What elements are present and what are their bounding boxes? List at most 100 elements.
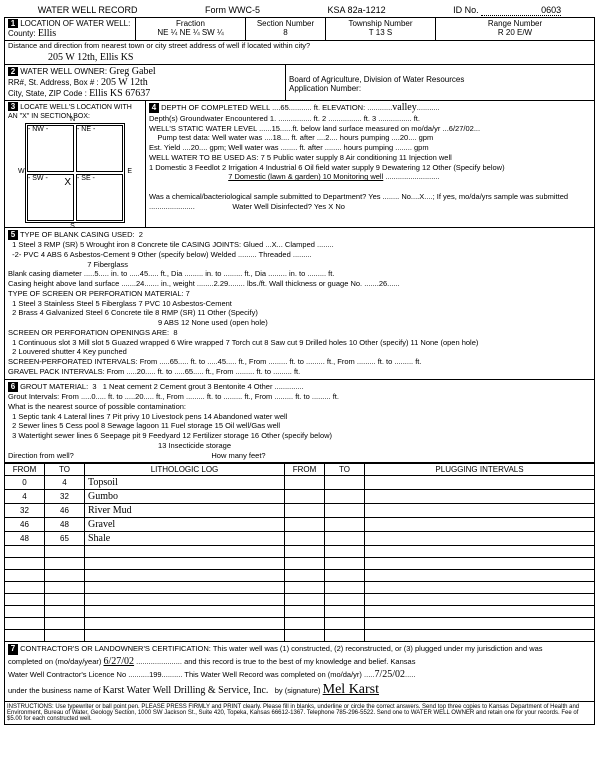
table-row: [5, 558, 595, 570]
table-row: 4648Gravel: [5, 518, 595, 532]
open-opts-1: 1 Continuous slot 3 Mill slot 5 Guazed w…: [12, 338, 478, 347]
weight-val: 2.29: [214, 279, 229, 288]
open-val: 8: [173, 328, 177, 337]
col-litho: LITHOLOGIC LOG: [85, 464, 285, 476]
app-label: Application Number:: [289, 84, 361, 93]
perf-to: 45: [218, 357, 226, 366]
static-val: 15: [272, 124, 280, 133]
screen-val: 7: [186, 289, 190, 298]
table-row: 4865Shale: [5, 532, 595, 546]
height-val: 24: [136, 279, 144, 288]
sig-label: by (signature): [275, 686, 321, 695]
county-val: Ellis: [38, 28, 56, 39]
form-no: Form WWC-5: [205, 5, 260, 16]
addr-label: Distance and direction from nearest town…: [8, 41, 310, 50]
depth-val: 65: [280, 103, 288, 112]
table-row: 432Gumbo: [5, 490, 595, 504]
owner-label: WATER WELL OWNER:: [20, 67, 107, 76]
col-to-2: TO: [325, 464, 365, 476]
col-from: FROM: [5, 464, 45, 476]
bus-val: Karst Water Well Drilling & Service, Inc…: [103, 685, 269, 696]
grout-int-to: 20: [135, 392, 143, 401]
contam-label: What is the nearest source of possible c…: [8, 402, 186, 411]
form-header: WATER WELL RECORD Form WWC-5 KSA 82a-121…: [4, 4, 595, 17]
addr-val: 205 W 12th, Ellis KS: [48, 52, 133, 63]
casing-val: 2: [139, 230, 143, 239]
diam-to: in. to: [111, 269, 127, 278]
bus-label: under the business name of: [8, 686, 101, 695]
table-row: [5, 594, 595, 606]
grout-label: GROUT MATERIAL:: [20, 382, 88, 391]
table-row: 3246River Mud: [5, 504, 595, 518]
casing-opts-3: 7 Fiberglass: [87, 260, 128, 269]
gauge-val: .26: [377, 279, 387, 288]
contam-opts-1: 1 Septic tank 4 Lateral lines 7 Pit priv…: [12, 412, 287, 421]
open-opts-2: 2 Louvered shutter 4 Key punched: [12, 347, 127, 356]
col-plug: PLUGGING INTERVALS: [365, 464, 595, 476]
elev-label: ft. ELEVATION:: [314, 103, 365, 112]
section-val: 8: [283, 28, 287, 37]
owner-name: Greg Gabel: [109, 66, 155, 77]
uses-2: 1 Domestic 3 Feedlot 2 Irrigation 4 Indu…: [149, 163, 505, 172]
owner-city-label: City, State, ZIP Code: [8, 89, 82, 98]
section-2: 2 WATER WELL OWNER: Greg Gabel RR#, St. …: [4, 65, 595, 101]
rec-label: This Water Well Record was completed on …: [184, 670, 362, 679]
cert-label: CONTRACTOR'S OR LANDOWNER'S CERTIFICATIO…: [20, 644, 542, 653]
table-row: [5, 630, 595, 642]
feet-label: How many feet?: [211, 451, 265, 460]
casing-opts-1: 1 Steel 3 RMP (SR) 5 Wrought iron 8 Conc…: [12, 240, 334, 249]
depth-label: DEPTH OF COMPLETED WELL: [161, 103, 270, 112]
height-label: Casing height above land surface: [8, 279, 119, 288]
contam-opts-2: 2 Sewer lines 5 Cess pool 8 Sewage lagoo…: [12, 421, 280, 430]
section-label: Section Number: [257, 19, 314, 28]
screen-label: TYPE OF SCREEN OR PERFORATION MATERIAL:: [8, 289, 184, 298]
fraction-val: NE ¼ NE ¼ SW ¼: [157, 28, 223, 37]
table-row: [5, 546, 595, 558]
col-to: TO: [45, 464, 85, 476]
section-box: N S W E - NW - - NE - - SW -X - SE -: [25, 123, 125, 223]
weight-unit: lbs./ft. Wall thickness or guage No.: [247, 279, 362, 288]
diam-ft: 45: [140, 269, 148, 278]
grout-opts: 1 Neat cement 2 Cement grout 3 Bentonite…: [103, 382, 273, 391]
ksa: KSA 82a-1212: [328, 5, 386, 16]
pump-hours: hours pumping: [340, 133, 390, 142]
owner-city: Ellis KS 67637: [89, 88, 150, 99]
pump-after: ft. after: [291, 133, 314, 142]
pump-gpm: 20: [400, 133, 408, 142]
table-row: [5, 570, 595, 582]
table-row: 04Topsoil: [5, 476, 595, 490]
pump-v2: 2: [325, 133, 329, 142]
comp-date: 6/27/02: [103, 656, 134, 667]
est-unit: gpm; Well water was: [209, 143, 278, 152]
screen-opts-1: 1 Steel 3 Stainless Steel 5 Fiberglass 7…: [12, 299, 232, 308]
est-val: 20: [191, 143, 199, 152]
gw-label: Depth(s) Groundwater Encountered: [149, 114, 268, 123]
elev-val: valley: [392, 102, 416, 113]
open-label: SCREEN OR PERFORATION OPENINGS ARE:: [8, 328, 169, 337]
uses-1: 7 5 Public water supply 8 Air conditioni…: [261, 153, 452, 162]
township-val: T 13 S: [369, 28, 392, 37]
disinfect: Water Well Disinfected? Yes X No: [232, 202, 345, 211]
diam-val: 5: [94, 269, 98, 278]
fraction-label: Fraction: [176, 19, 205, 28]
lic-val: 199: [149, 670, 162, 679]
township-label: Township Number: [348, 19, 412, 28]
table-row: [5, 618, 595, 630]
screen-opts-2: 2 Brass 4 Galvanized Steel 6 Concrete ti…: [12, 308, 258, 317]
owner-addr: 205 W 12th: [101, 77, 148, 88]
diam-label: Blank casing diameter: [8, 269, 82, 278]
section-3-4: 3 LOCATE WELL'S LOCATION WITH AN "X" IN …: [4, 101, 595, 228]
section-7: 7 CONTRACTOR'S OR LANDOWNER'S CERTIFICAT…: [4, 642, 595, 702]
use-label: WELL WATER TO BE USED AS:: [149, 153, 258, 162]
static-unit: ft. below land surface measured on mo/da…: [292, 124, 440, 133]
loc-label: LOCATION OF WATER WELL:: [20, 19, 130, 28]
gravel-from: 20: [137, 367, 145, 376]
section-5: 5 TYPE OF BLANK CASING USED: 2 1 Steel 3…: [4, 228, 595, 380]
gravel-label: GRAVEL PACK INTERVALS: From: [8, 367, 124, 376]
range-label: Range Number: [488, 19, 542, 28]
perf-from: 65: [170, 357, 178, 366]
true-label: and this record is true to the best of m…: [184, 657, 415, 666]
address-row: Distance and direction from nearest town…: [4, 41, 595, 65]
uses-3: 7 Domestic (lawn & garden) 10 Monitoring…: [228, 172, 383, 181]
pump-v1: 18: [273, 133, 281, 142]
